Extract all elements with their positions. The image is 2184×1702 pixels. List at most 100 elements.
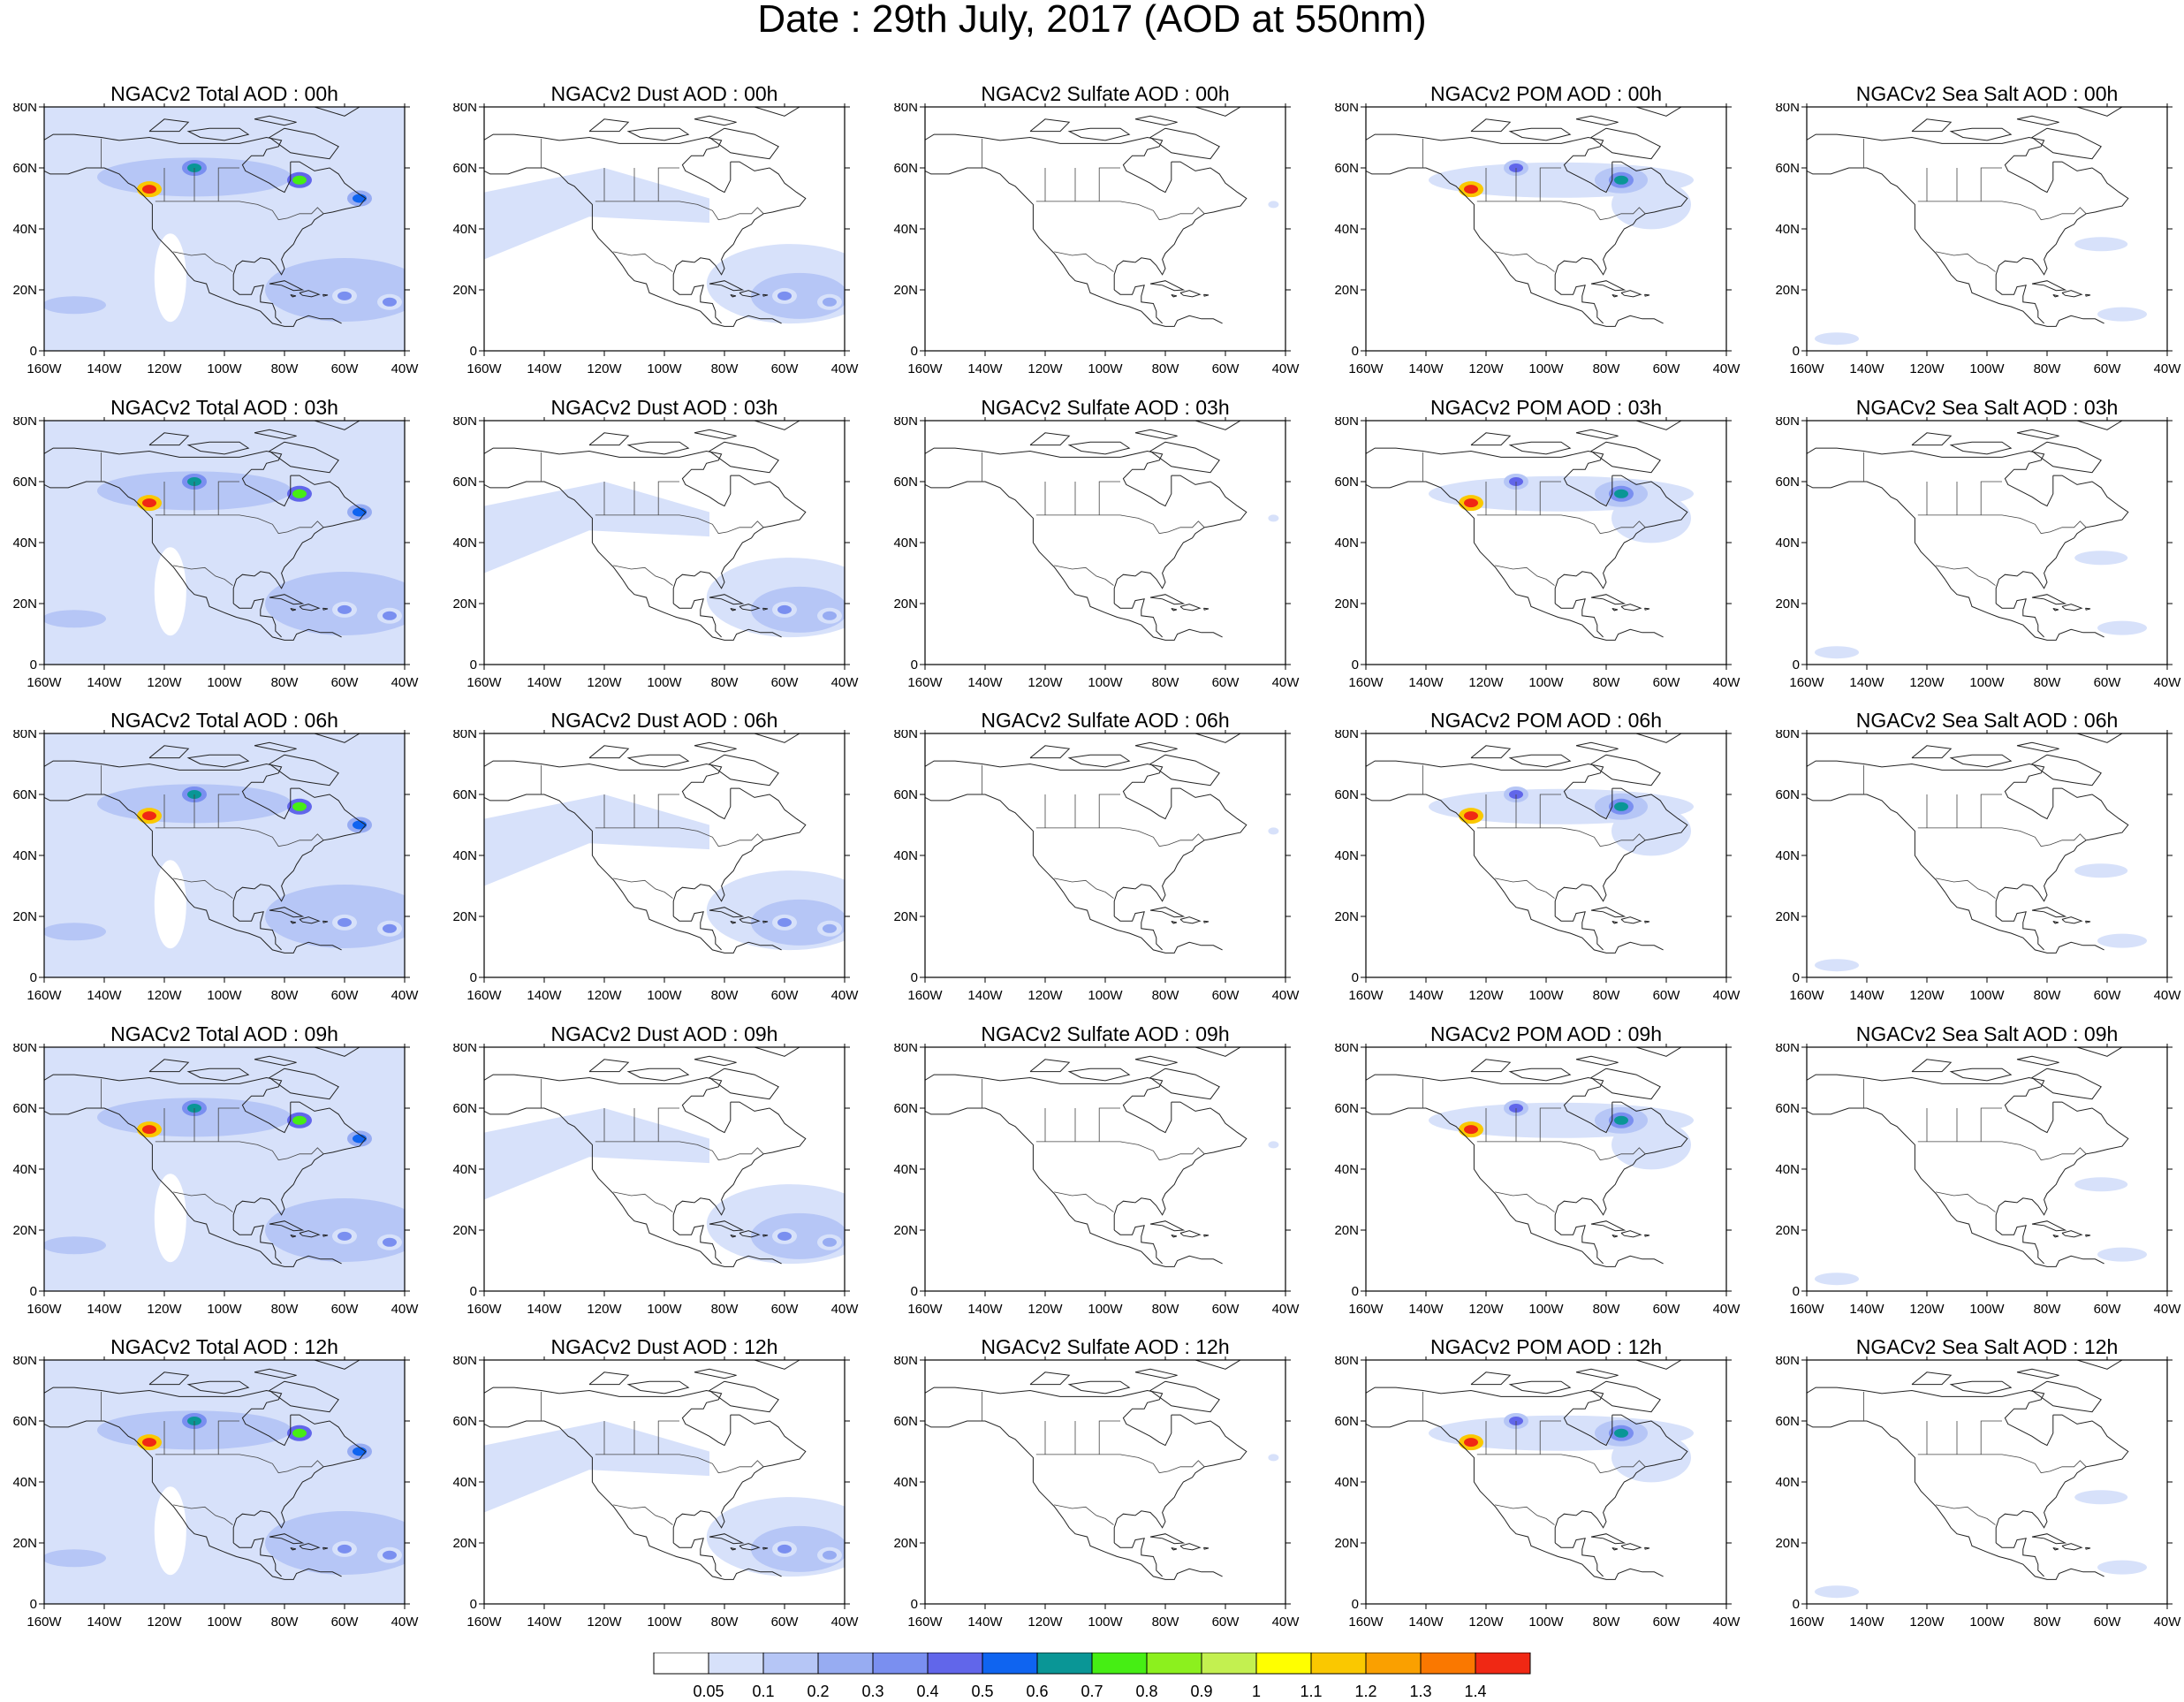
lon-tick-label: 80W — [1593, 361, 1621, 376]
lat-tick-label: 40N — [452, 536, 477, 551]
coastline-9 — [186, 1380, 250, 1394]
colorbar-label: 1.2 — [1354, 1683, 1376, 1700]
lon-tick-label: 160W — [907, 361, 943, 376]
coastline-7 — [1203, 293, 1210, 297]
coastline-6 — [1611, 608, 1619, 612]
lon-tick-label: 140W — [1849, 1302, 1884, 1317]
map-panel-pom-4: 0 20N 40N 60N 80N 160W 140W 120W 100W 80W 60W 40W — [1334, 1356, 1740, 1630]
coastline-0 — [1807, 1420, 2104, 1580]
coastline-2 — [1995, 285, 2044, 324]
colorbar-label: 0.4 — [916, 1683, 938, 1700]
lat-tick-label: 60N — [1775, 1101, 1800, 1116]
lat-tick-label: 20N — [893, 909, 918, 924]
lon-tick-label: 160W — [1348, 988, 1384, 1003]
lon-tick-label: 100W — [1528, 1302, 1564, 1317]
lon-tick-label: 100W — [1088, 1302, 1123, 1317]
lon-tick-label: 120W — [587, 988, 622, 1003]
coastline-10 — [1470, 745, 1512, 759]
coastline-7 — [2085, 920, 2091, 923]
lat-tick-label: 60N — [1334, 1101, 1359, 1116]
coastline-6 — [1611, 1235, 1619, 1238]
lon-tick-label: 120W — [147, 361, 182, 376]
lat-tick-label: 40N — [452, 1475, 477, 1490]
colorbar-label: 1.3 — [1409, 1683, 1431, 1700]
coastline-5 — [1620, 1543, 1642, 1551]
colorbar-box-12 — [1310, 1653, 1367, 1675]
panel-title-sulfate-4: NGACv2 Sulfate AOD : 12h — [981, 1335, 1230, 1358]
lon-tick-label: 160W — [466, 361, 502, 376]
map-panel-pom-0: 0 20N 40N 60N 80N 160W 140W 120W 100W 80W 60W 40W — [1334, 103, 1740, 376]
coastline-11 — [1575, 1368, 1619, 1379]
border-2 — [1936, 878, 1996, 899]
coastline-8 — [1149, 127, 1220, 160]
coastline-12 — [2076, 421, 2123, 430]
coastline-10 — [148, 745, 190, 759]
lat-tick-label: 60N — [452, 475, 477, 490]
border-4 — [657, 794, 679, 828]
coastline-10 — [1470, 432, 1512, 446]
border-4 — [1539, 794, 1561, 828]
lon-tick-label: 40W — [2154, 1615, 2182, 1630]
border-0 — [1917, 1141, 2087, 1161]
coastline-1 — [672, 1101, 807, 1230]
border-0 — [1917, 827, 2087, 847]
border-2 — [173, 1191, 233, 1212]
plume-core-0 — [1464, 1438, 1478, 1447]
lon-tick-label: 140W — [967, 1302, 1003, 1317]
seasalt-patch — [1815, 1585, 1859, 1599]
border-0 — [595, 1141, 764, 1161]
coastline-5 — [739, 1230, 761, 1238]
lat-tick-label: 80N — [893, 417, 918, 429]
border-4 — [1539, 481, 1561, 515]
coastline-8 — [1149, 441, 1220, 474]
coastline-3 — [925, 1074, 1172, 1134]
coastline-5 — [1179, 1543, 1202, 1551]
lon-tick-label: 60W — [1212, 988, 1240, 1003]
lon-tick-label: 40W — [2154, 361, 2182, 376]
seasalt-patch — [1815, 646, 1859, 659]
lat-tick-label: 20N — [12, 596, 37, 612]
border-4 — [1539, 1420, 1561, 1455]
border-4 — [657, 167, 679, 201]
plume-core-1 — [1614, 1115, 1628, 1125]
coastline-9 — [1067, 754, 1131, 768]
map-panel-sulfate-0: 0 20N 40N 60N 80N 160W 140W 120W 100W 80W 60W 40W — [893, 103, 1301, 376]
lon-tick-label: 120W — [1468, 988, 1504, 1003]
coastline-1 — [1554, 1101, 1688, 1230]
map-panel-sulfate-2: 0 20N 40N 60N 80N 160W 140W 120W 100W 80W 60W 40W — [893, 730, 1300, 1003]
coastline-0 — [925, 1420, 1223, 1580]
border-2 — [1936, 565, 1996, 586]
coastline-11 — [1575, 115, 1619, 126]
clean-air-region — [154, 860, 186, 949]
border-0 — [1035, 201, 1205, 221]
lon-tick-label: 120W — [587, 361, 622, 376]
coastline-7 — [762, 920, 769, 923]
panel-title-dust-2: NGACv2 Dust AOD : 06h — [550, 709, 778, 732]
plume-core-4 — [337, 917, 352, 927]
plume-core-4 — [337, 1544, 352, 1554]
lat-tick-label: 40N — [1334, 536, 1359, 551]
lon-tick-label: 160W — [1348, 1302, 1384, 1317]
lat-tick-label: 80N — [12, 417, 37, 429]
plume-core-1 — [1614, 489, 1628, 498]
lat-tick-label: 60N — [12, 1101, 37, 1116]
plume-core-4 — [337, 1231, 352, 1241]
lon-tick-label: 80W — [1152, 1302, 1180, 1317]
coastline-1 — [232, 787, 367, 916]
coastline-4 — [269, 1220, 305, 1232]
lon-tick-label: 40W — [1272, 361, 1301, 376]
lat-tick-label: 20N — [1775, 1223, 1800, 1238]
coastline-12 — [754, 1360, 800, 1370]
plume-core-5 — [383, 297, 397, 307]
lat-tick-label: 60N — [1334, 787, 1359, 802]
coastline-5 — [1620, 1230, 1642, 1238]
plume-core-0 — [777, 604, 792, 614]
panel-title-pom-3: NGACv2 POM AOD : 09h — [1429, 1022, 1663, 1045]
border-2 — [1495, 565, 1555, 586]
coastline-2 — [1554, 1225, 1604, 1265]
panel-title-dust-4: NGACv2 Dust AOD : 12h — [550, 1335, 778, 1358]
coastline-5 — [1620, 290, 1642, 298]
colorbar-label: 1 — [1252, 1683, 1261, 1700]
lon-tick-label: 120W — [147, 675, 182, 690]
coastline-3 — [1366, 447, 1613, 507]
